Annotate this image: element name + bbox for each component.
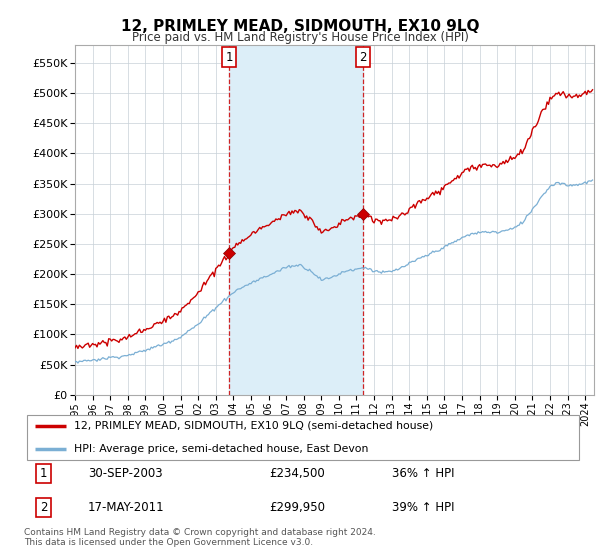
- Text: 12, PRIMLEY MEAD, SIDMOUTH, EX10 9LQ: 12, PRIMLEY MEAD, SIDMOUTH, EX10 9LQ: [121, 19, 479, 34]
- Text: Contains HM Land Registry data © Crown copyright and database right 2024.: Contains HM Land Registry data © Crown c…: [24, 528, 376, 536]
- FancyBboxPatch shape: [27, 415, 579, 460]
- Text: £234,500: £234,500: [269, 467, 325, 480]
- Text: 1: 1: [225, 50, 233, 63]
- Text: 2: 2: [40, 501, 47, 514]
- Text: 2: 2: [359, 50, 367, 63]
- Text: 1: 1: [40, 467, 47, 480]
- Text: 17-MAY-2011: 17-MAY-2011: [88, 501, 165, 514]
- Text: 36% ↑ HPI: 36% ↑ HPI: [392, 467, 455, 480]
- Text: £299,950: £299,950: [269, 501, 326, 514]
- Text: Price paid vs. HM Land Registry's House Price Index (HPI): Price paid vs. HM Land Registry's House …: [131, 31, 469, 44]
- Bar: [229, 45, 363, 395]
- Text: This data is licensed under the Open Government Licence v3.0.: This data is licensed under the Open Gov…: [24, 538, 313, 547]
- Text: 12, PRIMLEY MEAD, SIDMOUTH, EX10 9LQ (semi-detached house): 12, PRIMLEY MEAD, SIDMOUTH, EX10 9LQ (se…: [74, 421, 433, 431]
- Text: 39% ↑ HPI: 39% ↑ HPI: [392, 501, 455, 514]
- Text: HPI: Average price, semi-detached house, East Devon: HPI: Average price, semi-detached house,…: [74, 444, 368, 454]
- Text: 30-SEP-2003: 30-SEP-2003: [88, 467, 163, 480]
